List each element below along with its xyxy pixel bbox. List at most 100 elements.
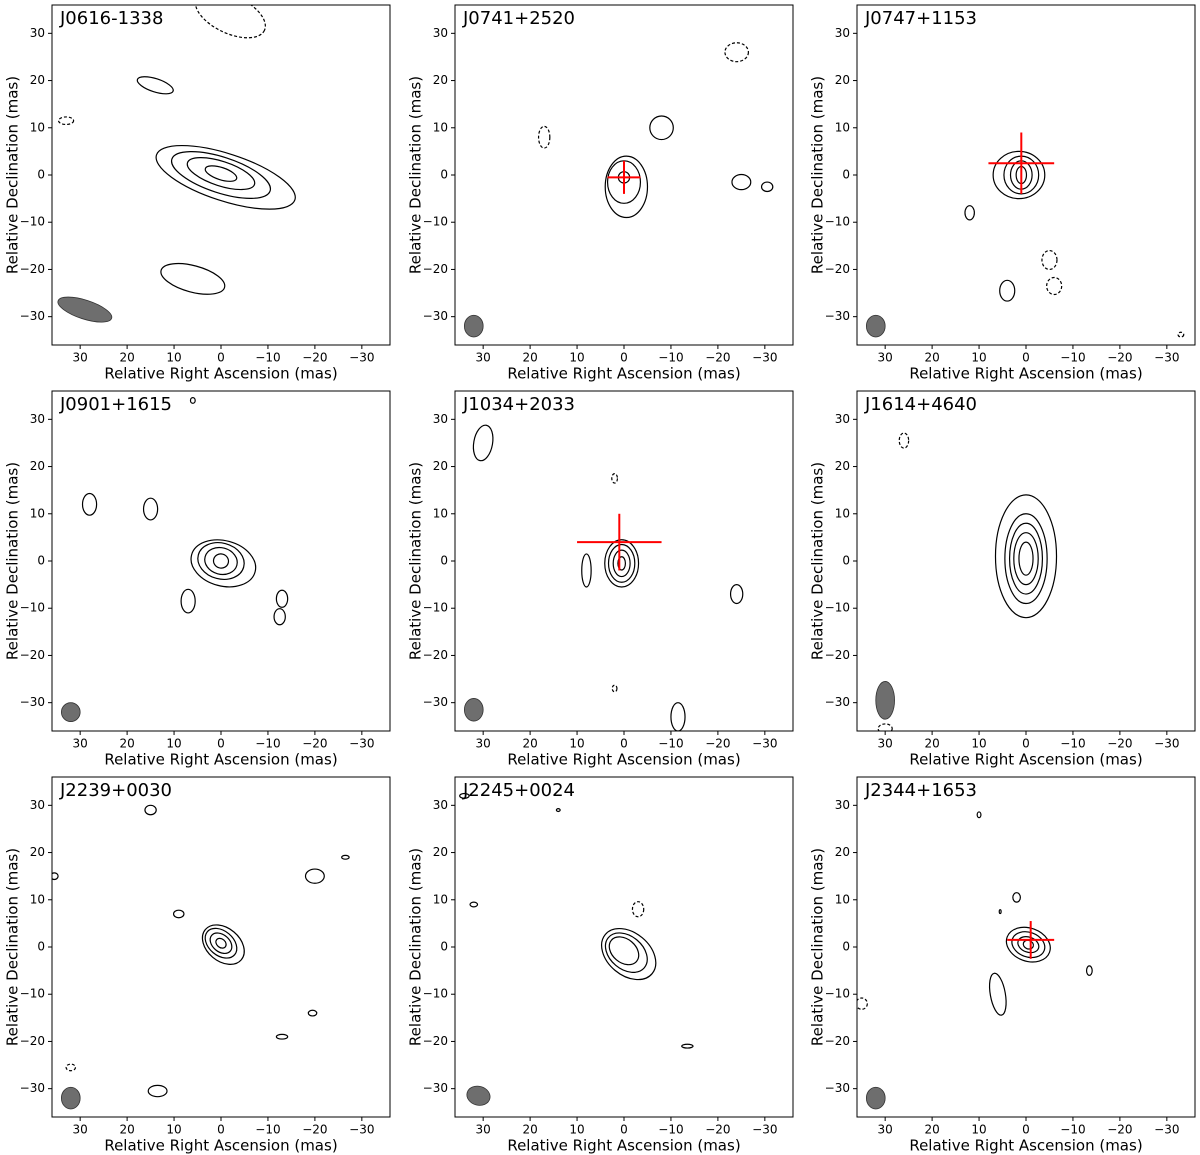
panel: 30 20 10 0 −10 −20 −30 −30 −20 −10 0 10 20 30 Relative… [809,776,1196,1155]
contour [155,144,296,210]
x-tick-label: 30 [73,351,88,365]
panel: 30 20 10 0 −10 −20 −30 −30 −20 −10 0 10 20 30 Relative… [4,776,391,1155]
contour [608,936,640,966]
x-tick-label: 10 [569,351,584,365]
y-tick-label: −30 [423,309,448,323]
x-tick-label: 20 [119,351,134,365]
contour [607,543,636,583]
y-tick-label: −10 [825,215,850,229]
contour [215,937,227,949]
contour [1005,926,1051,963]
y-tick-label: 10 [433,892,448,906]
x-tick-label: 20 [522,737,537,751]
panel-title: J0747+1153 [864,8,977,29]
x-tick-label: −20 [1107,1123,1132,1137]
contour [307,1009,318,1017]
y-tick-label: 10 [433,120,448,134]
y-tick-label: −30 [423,695,448,709]
contour [611,473,619,484]
x-tick-label: −10 [255,351,280,365]
contour [537,125,551,149]
contour [273,608,286,626]
x-tick-label: −20 [1107,351,1132,365]
contour [617,556,627,571]
contour [1177,331,1185,338]
contour [57,116,75,126]
contour [681,1043,694,1049]
y-tick-label: 0 [37,554,45,568]
x-tick-label: 20 [924,351,939,365]
contour [1046,276,1063,296]
y-tick-label: −10 [423,215,448,229]
x-tick-label: −10 [658,351,683,365]
plot-area [875,432,1058,731]
x-tick-label: 0 [1022,351,1030,365]
x-tick-label: −20 [302,737,327,751]
contour [604,155,649,219]
contour [170,151,272,199]
y-tick-label: 30 [433,412,448,426]
y-tick-label: 30 [835,26,850,40]
contour [724,42,750,63]
contour [988,972,1007,1016]
contour [604,932,648,973]
contour [631,901,645,918]
contour [998,909,1002,915]
contour [160,262,226,295]
x-tick-label: −20 [1107,737,1132,751]
x-tick-label: 20 [924,1123,939,1137]
x-tick-label: 30 [476,1123,491,1137]
y-tick-label: −30 [825,309,850,323]
y-tick-label: 10 [433,506,448,520]
plot-area [57,5,296,323]
panel: 30 20 10 0 −10 −20 −30 −30 −20 −10 0 10 20 30 Relative… [407,4,794,383]
y-axis-label: Relative Declination (mas) [4,848,22,1046]
contour [136,76,174,95]
y-tick-label: −30 [20,1081,45,1095]
y-axis-label: Relative Declination (mas) [809,462,827,660]
contour [649,115,674,141]
x-tick-label: −30 [752,351,777,365]
y-tick-label: −10 [825,987,850,1001]
x-tick-label: −20 [705,351,730,365]
y-tick-label: −10 [20,215,45,229]
y-tick-label: 30 [30,26,45,40]
contour [581,553,592,588]
y-tick-label: 20 [835,459,850,473]
panel: 30 20 10 0 −10 −20 −30 −30 −20 −10 0 10 20 30 Relative… [407,390,794,769]
x-axis-label: Relative Right Ascension (mas) [104,1137,337,1155]
x-axis-label: Relative Right Ascension (mas) [507,365,740,383]
y-tick-label: 0 [37,940,45,954]
beam [875,681,895,720]
beam [60,702,81,722]
x-axis-label: Relative Right Ascension (mas) [507,751,740,769]
y-tick-label: 10 [30,120,45,134]
contour [611,684,618,693]
contour [1017,936,1040,954]
x-tick-label: 20 [119,1123,134,1137]
x-tick-label: 20 [522,1123,537,1137]
y-tick-label: −30 [20,309,45,323]
x-tick-label: −10 [255,737,280,751]
contour [275,589,289,608]
contour [147,1084,168,1098]
y-axis-label: Relative Declination (mas) [407,76,425,274]
x-tick-label: 0 [217,1123,225,1137]
contour [555,808,561,813]
contour [964,205,975,221]
y-tick-label: −30 [20,695,45,709]
y-tick-label: 20 [835,845,850,859]
x-tick-label: 30 [878,737,893,751]
plot-area [463,42,774,338]
x-tick-label: 10 [569,1123,584,1137]
contour [204,165,238,182]
y-tick-label: 20 [433,845,448,859]
beam [463,698,484,722]
x-axis-label: Relative Right Ascension (mas) [104,751,337,769]
y-tick-label: 30 [30,412,45,426]
contour [1013,532,1039,586]
y-tick-label: 30 [835,798,850,812]
contour [729,584,744,605]
contour [144,804,157,816]
